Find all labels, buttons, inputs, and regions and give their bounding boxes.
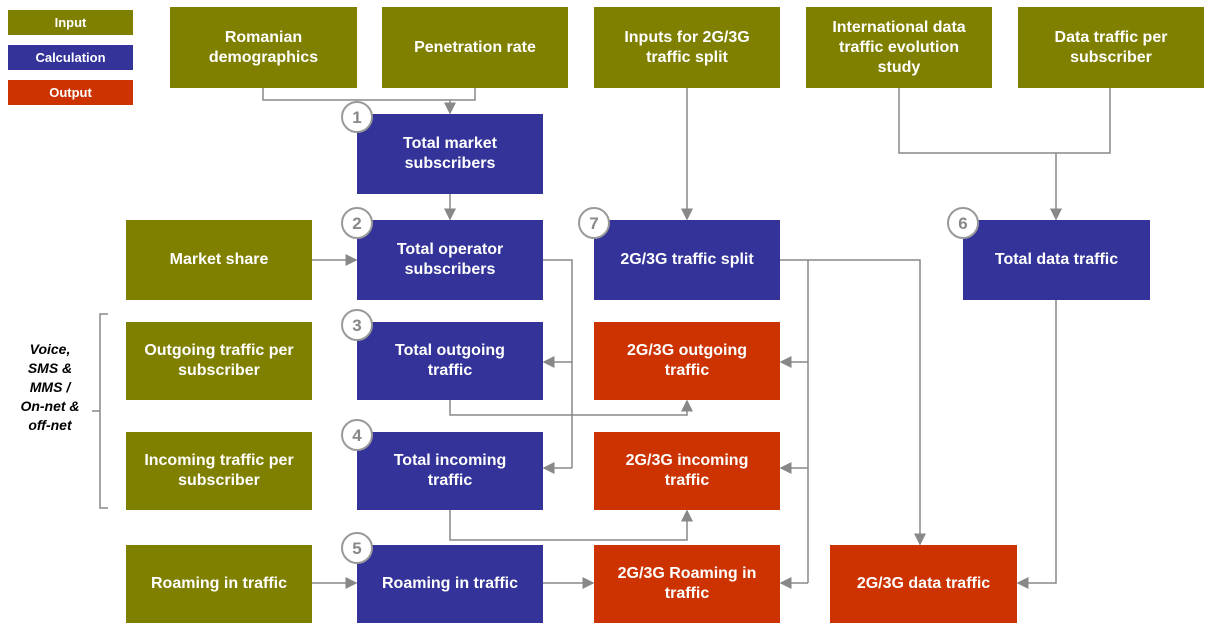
step-badge: 2 [341,207,373,239]
node: Total market subscribers [357,114,543,194]
step-circle [341,532,373,564]
node: 2G/3G incoming traffic [594,432,780,510]
connector [898,88,1111,154]
node: Penetration rate [382,7,568,88]
legend-item: Calculation [8,45,133,70]
legend-item: Input [8,10,133,35]
node: Data traffic per subscriber [1018,7,1204,88]
step-number: 4 [352,426,362,445]
node: Roaming in traffic [357,545,543,623]
connector [543,259,573,468]
step-badge: 7 [578,207,610,239]
node: 2G/3G outgoing traffic [594,322,780,400]
connector [449,509,693,541]
step-number: 2 [352,214,361,233]
step-number: 6 [958,214,967,233]
node: Roaming in traffic [126,545,312,623]
node: International data traffic evolution stu… [806,7,992,88]
node: Total data traffic [963,220,1150,300]
step-number: 5 [352,539,361,558]
step-circle [341,207,373,239]
connector [262,88,476,101]
node: Incoming traffic per subscriber [126,432,312,510]
connector [780,259,926,546]
step-number: 7 [589,214,598,233]
node: Market share [126,220,312,300]
step-number: 1 [352,108,361,127]
node: Total outgoing traffic [357,322,543,400]
step-circle [341,419,373,451]
step-number: 3 [352,316,361,335]
step-badge: 3 [341,309,373,341]
bracket [99,313,108,509]
node: 2G/3G data traffic [830,545,1017,623]
node: Total operator subscribers [357,220,543,300]
step-circle [341,309,373,341]
step-circle [947,207,979,239]
node: 2G/3G Roaming in traffic [594,545,780,623]
step-badge: 4 [341,419,373,451]
side-label: Voice, SMS & MMS / On-net & off-net [20,341,80,433]
step-circle [341,101,373,133]
step-badge: 6 [947,207,979,239]
step-circle [578,207,610,239]
connector [449,399,693,416]
step-badge: 5 [341,532,373,564]
node: Outgoing traffic per subscriber [126,322,312,400]
node: Romanian demographics [170,7,357,88]
connector [1016,300,1057,589]
legend-item: Output [8,80,133,105]
node: Total incoming traffic [357,432,543,510]
node: Inputs for 2G/3G traffic split [594,7,780,88]
node: 2G/3G traffic split [594,220,780,300]
step-badge: 1 [341,101,373,133]
